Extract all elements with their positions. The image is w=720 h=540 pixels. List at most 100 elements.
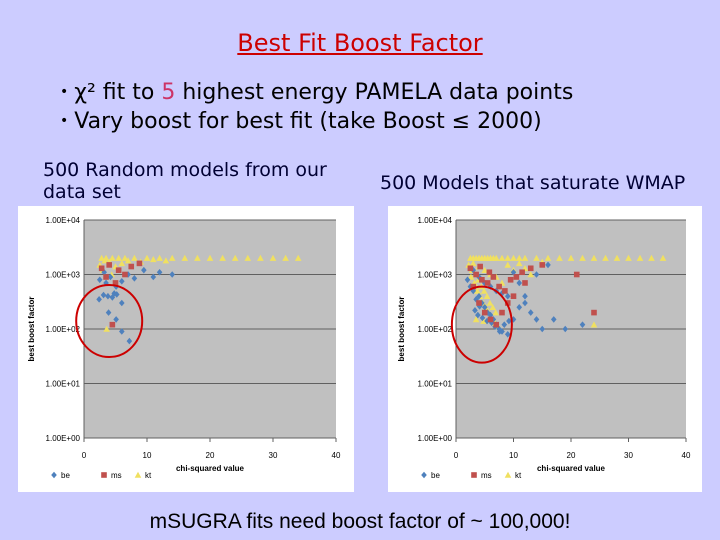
- legend-marker-ms: [101, 472, 107, 478]
- bullet1-number: 5: [161, 80, 176, 105]
- legend-marker-be: [421, 471, 427, 479]
- bullet-marker: •: [60, 113, 69, 129]
- point-kt: [602, 254, 609, 261]
- legend-label-be: be: [431, 471, 440, 480]
- point-kt: [143, 254, 151, 261]
- point-kt: [467, 273, 475, 280]
- slide-title: Best Fit Boost Factor: [237, 29, 483, 57]
- legend-marker-ms: [471, 472, 477, 478]
- point-be: [504, 330, 511, 338]
- point-kt: [489, 304, 497, 311]
- footer-note: mSUGRA fits need boost factor of ~ 100,0…: [149, 510, 571, 533]
- point-kt: [231, 254, 239, 261]
- point-be: [105, 309, 112, 316]
- point-be: [475, 311, 481, 319]
- y-tick-label: 1.00E+02: [46, 325, 81, 334]
- point-be: [109, 294, 116, 301]
- point-ms: [479, 276, 485, 283]
- y-tick-label: 1.00E+02: [418, 325, 453, 334]
- bullet-list: • χ² fit to 5 highest energy PAMELA data …: [60, 78, 573, 136]
- point-kt: [492, 309, 499, 316]
- point-kt: [521, 254, 529, 261]
- bullet-chi-squared: • χ² fit to 5 highest energy PAMELA data …: [60, 78, 573, 107]
- chart-wmap-models: 1.00E+00 1.00E+01 1.00E+02 1.00E+03 1.00E+04…: [397, 216, 691, 480]
- point-kt: [156, 254, 163, 261]
- point-kt: [150, 256, 157, 263]
- point-ms: [502, 288, 508, 294]
- point-kt: [504, 261, 512, 268]
- point-kt: [498, 254, 506, 261]
- bullet-marker: •: [60, 84, 69, 100]
- point-kt: [101, 257, 109, 264]
- y-tick-label: 1.00E+04: [46, 216, 81, 225]
- point-ms: [103, 274, 109, 280]
- point-kt: [613, 254, 621, 261]
- point-kt: [206, 254, 214, 261]
- point-ms: [115, 267, 122, 273]
- point-kt: [98, 254, 105, 261]
- point-kt: [168, 254, 176, 261]
- y-tick-label: 1.00E+03: [46, 271, 81, 280]
- point-kt: [162, 257, 170, 264]
- x-axis-title: chi-squared value: [176, 464, 245, 473]
- highlight-circle: [75, 284, 144, 359]
- point-kt: [257, 254, 264, 261]
- point-kt: [109, 254, 116, 261]
- x-tick-label: 30: [624, 451, 633, 460]
- y-axis-title: best boost factor: [27, 297, 36, 362]
- point-ms: [496, 283, 502, 290]
- legend-marker-kt: [504, 471, 512, 478]
- point-ms: [527, 265, 534, 272]
- point-ms: [477, 263, 483, 270]
- point-kt: [269, 254, 277, 261]
- point-be: [96, 296, 102, 303]
- x-tick-label: 40: [332, 451, 341, 460]
- legend-label-kt: kt: [515, 471, 522, 480]
- point-kt: [115, 254, 122, 261]
- y-tick-label: 1.00E+00: [418, 434, 453, 443]
- point-ms: [481, 309, 488, 316]
- point-kt: [124, 257, 132, 264]
- y-tick-label: 1.00E+01: [418, 380, 453, 389]
- point-kt: [121, 254, 129, 261]
- point-kt: [118, 260, 126, 267]
- point-kt: [469, 260, 477, 267]
- point-kt: [533, 254, 540, 261]
- legend-label-be: be: [61, 471, 70, 480]
- point-ms: [470, 283, 477, 290]
- point-kt: [515, 254, 523, 261]
- point-kt: [659, 254, 667, 261]
- point-ms: [487, 316, 494, 323]
- point-kt: [556, 254, 563, 261]
- point-kt: [131, 254, 138, 261]
- legend-label-ms: ms: [481, 471, 492, 480]
- point-ms: [591, 309, 597, 316]
- point-ms: [573, 271, 580, 278]
- y-tick-label: 1.00E+04: [418, 216, 453, 225]
- point-be: [119, 299, 125, 307]
- point-ms: [109, 321, 116, 328]
- point-ms: [504, 300, 511, 306]
- point-kt: [636, 254, 644, 261]
- y-tick-label: 1.00E+00: [46, 434, 81, 443]
- bullet-vary-boost: • Vary boost for best fit (take Boost ≤ 2…: [60, 107, 573, 136]
- point-kt: [481, 266, 489, 273]
- x-tick-label: 30: [269, 451, 278, 460]
- point-kt: [590, 321, 598, 328]
- x-tick-label: 0: [82, 451, 87, 460]
- point-kt: [579, 254, 586, 261]
- bullet1-post: highest energy PAMELA data points: [175, 80, 574, 105]
- point-kt: [480, 317, 487, 324]
- y-tick-label: 1.00E+01: [46, 380, 81, 389]
- point-ms: [467, 265, 474, 272]
- point-kt: [486, 299, 494, 306]
- legend-label-kt: kt: [145, 471, 152, 480]
- point-kt: [181, 254, 189, 261]
- x-tick-label: 20: [567, 451, 576, 460]
- x-tick-label: 40: [682, 451, 691, 460]
- point-ms: [476, 300, 482, 306]
- point-ms: [522, 280, 528, 286]
- y-axis-title: best boost factor: [397, 297, 406, 362]
- point-kt: [103, 325, 110, 332]
- point-kt: [480, 287, 488, 294]
